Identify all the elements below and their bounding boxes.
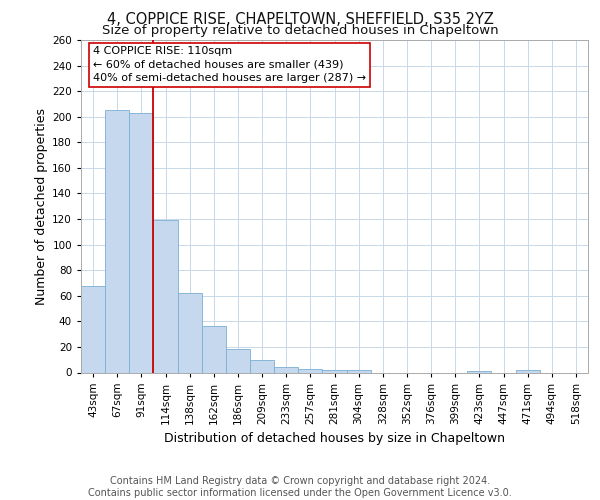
Y-axis label: Number of detached properties: Number of detached properties bbox=[35, 108, 48, 304]
Bar bbox=[467, 371, 491, 372]
Bar bbox=[226, 350, 250, 372]
Bar bbox=[298, 368, 322, 372]
X-axis label: Distribution of detached houses by size in Chapeltown: Distribution of detached houses by size … bbox=[164, 432, 505, 445]
Bar bbox=[322, 370, 347, 372]
Bar bbox=[274, 368, 298, 372]
Bar bbox=[105, 110, 129, 372]
Bar bbox=[515, 370, 540, 372]
Text: 4 COPPICE RISE: 110sqm
← 60% of detached houses are smaller (439)
40% of semi-de: 4 COPPICE RISE: 110sqm ← 60% of detached… bbox=[93, 46, 366, 83]
Bar bbox=[178, 293, 202, 372]
Text: Contains HM Land Registry data © Crown copyright and database right 2024.
Contai: Contains HM Land Registry data © Crown c… bbox=[88, 476, 512, 498]
Bar bbox=[250, 360, 274, 372]
Text: Size of property relative to detached houses in Chapeltown: Size of property relative to detached ho… bbox=[101, 24, 499, 37]
Bar bbox=[129, 113, 154, 372]
Text: 4, COPPICE RISE, CHAPELTOWN, SHEFFIELD, S35 2YZ: 4, COPPICE RISE, CHAPELTOWN, SHEFFIELD, … bbox=[107, 12, 493, 26]
Bar bbox=[154, 220, 178, 372]
Bar bbox=[202, 326, 226, 372]
Bar bbox=[347, 370, 371, 372]
Bar bbox=[81, 286, 105, 372]
